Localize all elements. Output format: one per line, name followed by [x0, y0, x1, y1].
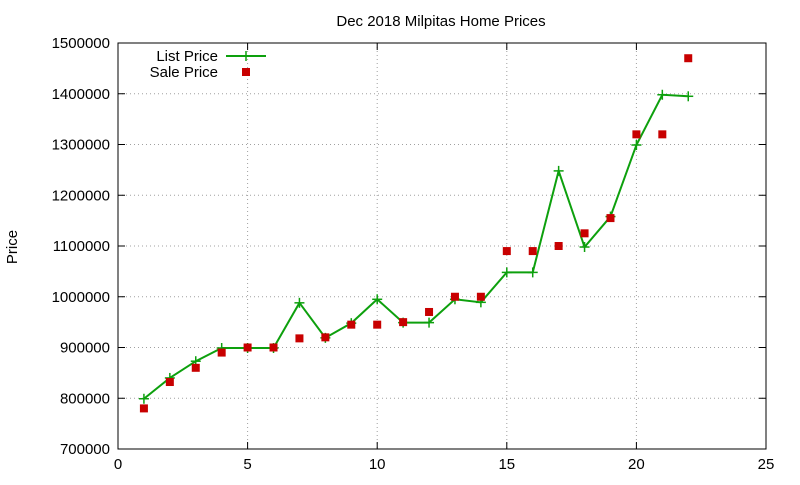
x-tick-label: 20: [628, 456, 645, 473]
sale-price-point: [191, 363, 200, 372]
series-list-price: [138, 89, 694, 404]
sale-price-point: [243, 343, 252, 352]
legend-label: Sale Price: [150, 64, 218, 81]
list-price-point: [501, 267, 512, 278]
y-tick-label: 700000: [60, 441, 110, 458]
list-price-point: [527, 267, 538, 278]
sale-price-point: [139, 404, 148, 413]
list-price-line: [143, 93, 689, 400]
x-tick-label: 15: [498, 456, 515, 473]
y-tick-label: 1400000: [52, 86, 110, 103]
sale-price-point: [554, 242, 563, 250]
legend-marker: [242, 68, 250, 76]
sale-price-point: [425, 307, 434, 316]
y-tick-label: 1200000: [52, 187, 110, 204]
chart-title: Dec 2018 Milpitas Home Prices: [336, 13, 545, 30]
sale-price-point: [165, 378, 174, 387]
sale-price-point: [217, 348, 226, 357]
list-price-point: [424, 317, 435, 328]
list-price-point: [372, 294, 383, 305]
sale-price-point: [373, 320, 382, 329]
sale-price-point: [399, 318, 408, 327]
sale-price-point: [580, 229, 589, 238]
y-tick-label: 1500000: [52, 35, 110, 52]
list-price-point: [553, 165, 564, 176]
y-tick-label: 1000000: [52, 289, 110, 306]
sale-price-point: [528, 247, 537, 256]
legend-item: Sale Price: [150, 64, 250, 81]
sale-price-point: [321, 333, 330, 342]
sale-price-point: [632, 130, 641, 139]
list-price-point: [294, 297, 305, 308]
list-price-point: [683, 91, 694, 102]
x-tick-label: 10: [369, 456, 386, 473]
list-price-point: [579, 242, 590, 253]
x-tick-label: 5: [243, 456, 251, 473]
sale-price-point: [476, 292, 485, 301]
sale-price-point: [347, 320, 356, 329]
list-price-point: [631, 140, 642, 151]
sale-price-point: [606, 214, 615, 223]
y-axis-label: Price: [4, 230, 21, 264]
legend-marker: [241, 51, 251, 61]
x-tick-label: 0: [114, 456, 122, 473]
y-tick-label: 800000: [60, 390, 110, 407]
list-price-point: [138, 393, 149, 404]
legend-label: List Price: [156, 48, 218, 65]
axes: 0 5 10 15 20 25 700000 800000 900000 1000000 11000…: [52, 35, 775, 473]
series-layer: [138, 54, 694, 413]
y-tick-label: 900000: [60, 340, 110, 357]
x-tick-label: 25: [758, 456, 775, 473]
sale-price-point: [502, 247, 511, 256]
sale-price-point: [269, 343, 278, 352]
sale-price-point: [295, 334, 304, 343]
legend-item: List Price: [156, 48, 266, 65]
series-sale-price: [139, 54, 693, 413]
sale-price-point: [658, 130, 667, 139]
sale-price-point: [450, 292, 459, 301]
y-tick-label: 1300000: [52, 137, 110, 154]
y-tick-label: 1100000: [53, 238, 110, 255]
list-price-point: [657, 89, 668, 100]
sale-price-point: [684, 54, 693, 63]
grid-lines: [118, 43, 766, 449]
